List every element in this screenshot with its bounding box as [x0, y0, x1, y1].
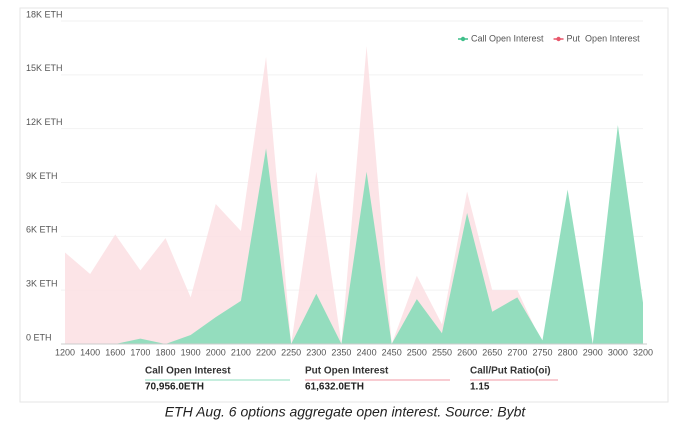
- summary-value: 70,956.0ETH: [145, 382, 204, 393]
- y-tick-label: 18K ETH: [26, 9, 63, 19]
- x-tick-label: 2550: [432, 347, 452, 357]
- chart-frame: [19, 7, 669, 403]
- summary-label: Call/Put Ratio(oi): [470, 366, 551, 377]
- summary-value: 61,632.0ETH: [305, 382, 364, 393]
- area: [65, 125, 643, 344]
- y-tick-label: 6K ETH: [26, 225, 58, 235]
- x-tick-label: 3000: [608, 347, 628, 357]
- legend-marker: [460, 36, 466, 42]
- y-tick-label: 3K ETH: [26, 279, 58, 289]
- x-tick-label: 2450: [382, 347, 402, 357]
- x-tick-label: 1400: [80, 347, 100, 357]
- x-tick-label: 2750: [532, 347, 552, 357]
- x-tick-label: 1700: [130, 347, 150, 357]
- legend-marker: [556, 36, 561, 42]
- x-tick-label: 2650: [482, 347, 502, 357]
- x-tick-label: 2000: [206, 347, 226, 357]
- x-tick-label: 1200: [55, 347, 75, 357]
- area: [65, 46, 643, 344]
- x-tick-label: 1900: [181, 347, 201, 357]
- y-tick-label: 9K ETH: [26, 171, 58, 181]
- y-tick-label: 15K ETH: [26, 63, 63, 73]
- y-tick-label: 12K ETH: [26, 117, 63, 127]
- x-tick-label: 3200: [633, 347, 653, 357]
- legend-label: Put Open Interest: [567, 33, 641, 43]
- x-tick-label: 2100: [231, 347, 251, 357]
- summary-value: 1.15: [470, 382, 490, 393]
- x-tick-label: 2900: [583, 347, 603, 357]
- x-tick-label: 2700: [507, 347, 527, 357]
- x-tick-label: 2500: [407, 347, 427, 357]
- x-tick-label: 1800: [156, 347, 176, 357]
- caption: ETH Aug. 6 options aggregate open intere…: [165, 404, 527, 420]
- x-tick-label: 2300: [306, 347, 326, 357]
- y-tick-label: 0 ETH: [26, 332, 52, 342]
- x-tick-label: 2600: [457, 347, 477, 357]
- x-tick-label: 1600: [105, 347, 125, 357]
- x-tick-label: 2250: [281, 347, 301, 357]
- x-tick-label: 2400: [357, 347, 377, 357]
- x-tick-label: 2350: [331, 347, 351, 357]
- summary-label: Put Open Interest: [305, 366, 389, 377]
- x-tick-label: 2800: [558, 347, 578, 357]
- legend-label: Call Open Interest: [471, 33, 544, 43]
- x-tick-label: 2200: [256, 347, 276, 357]
- summary-label: Call Open Interest: [145, 366, 231, 377]
